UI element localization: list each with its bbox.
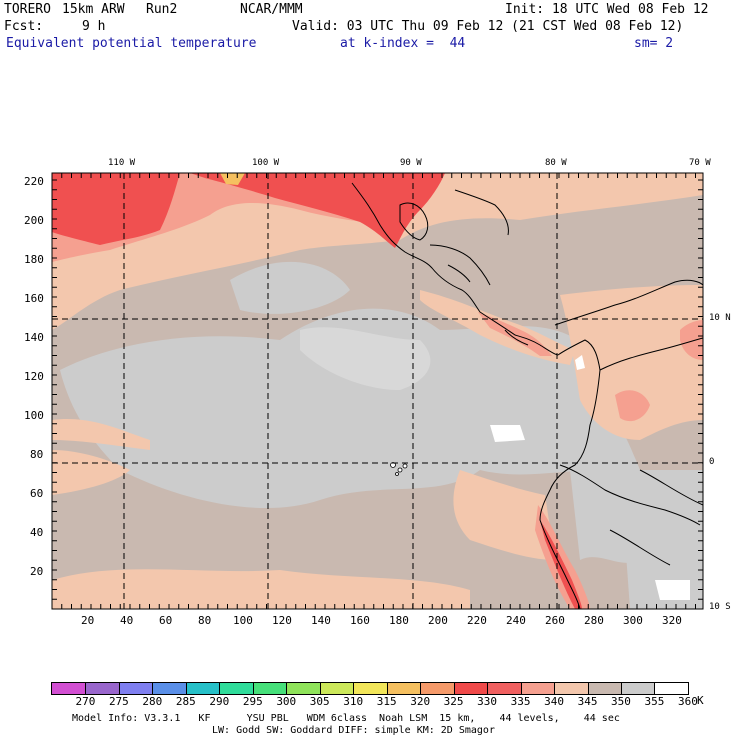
x-tick-label: 160 bbox=[350, 614, 370, 627]
colorbar-label: 300 bbox=[276, 695, 297, 708]
colorbar-label: 335 bbox=[510, 695, 531, 708]
init-time: Init: 18 UTC Wed 08 Feb 12 bbox=[505, 2, 709, 17]
colorbar bbox=[51, 682, 689, 695]
lat-label-0: 0 bbox=[709, 457, 715, 467]
colorbar-label: 355 bbox=[644, 695, 665, 708]
y-tick-label: 200 bbox=[24, 214, 44, 227]
colorbar-segment bbox=[487, 683, 521, 694]
model-name: TORERO bbox=[4, 2, 51, 17]
field-name: Equivalent potential temperature bbox=[6, 36, 257, 51]
x-tick-label: 280 bbox=[584, 614, 604, 627]
colorbar-segment bbox=[386, 683, 421, 694]
colorbar-label: 285 bbox=[175, 695, 196, 708]
lat-label-10s: 10 S bbox=[709, 602, 731, 612]
colorbar-segment bbox=[185, 683, 220, 694]
organization: NCAR/MMM bbox=[240, 2, 303, 17]
colorbar-segment bbox=[587, 683, 621, 694]
model-resolution: 15km ARW bbox=[62, 2, 125, 17]
colorbar-label: 325 bbox=[443, 695, 464, 708]
colorbar-segment bbox=[252, 683, 287, 694]
coastlines bbox=[351, 182, 704, 610]
smoothing: sm= 2 bbox=[634, 36, 674, 51]
x-tick-label: 300 bbox=[623, 614, 643, 627]
y-tick-label: 80 bbox=[30, 448, 44, 461]
y-tick-label: 220 bbox=[24, 175, 44, 188]
x-tick-label: 180 bbox=[389, 614, 409, 627]
plot-frame bbox=[51, 172, 704, 610]
colorbar-segment bbox=[453, 683, 488, 694]
colorbar-segment bbox=[118, 683, 153, 694]
colorbar-label: 350 bbox=[611, 695, 631, 708]
lon-label-70w: 70 W bbox=[689, 158, 711, 168]
graticule bbox=[52, 173, 703, 609]
colorbar-unit: K bbox=[697, 694, 704, 707]
colorbar-label: 310 bbox=[343, 695, 364, 708]
colorbar-label: 305 bbox=[309, 695, 330, 708]
axis-ticks bbox=[51, 173, 703, 610]
colorbar-segment bbox=[286, 683, 320, 694]
y-tick-label: 20 bbox=[30, 565, 44, 578]
lon-label-90w: 90 W bbox=[400, 158, 422, 168]
model-info: Model Info: V3.3.1 KF YSU PBL WDM 6class… bbox=[72, 713, 620, 724]
x-tick-label: 40 bbox=[120, 614, 134, 627]
colorbar-label: 360 bbox=[678, 695, 698, 708]
run-label: Run2 bbox=[146, 2, 178, 17]
colorbar-segment bbox=[52, 683, 86, 694]
colorbar-label: 270 bbox=[75, 695, 96, 708]
x-tick-label: 100 bbox=[233, 614, 253, 627]
lon-label-100w: 100 W bbox=[252, 158, 280, 168]
colorbar-segment bbox=[152, 683, 186, 694]
colorbar-label: 315 bbox=[376, 695, 397, 708]
colorbar-label: 345 bbox=[577, 695, 598, 708]
y-tick-label: 160 bbox=[24, 292, 44, 305]
physics-info: LW: Godd SW: Goddard DIFF: simple KM: 2D… bbox=[212, 725, 495, 736]
colorbar-segment bbox=[319, 683, 354, 694]
y-tick-label: 100 bbox=[24, 409, 44, 422]
lat-label-10n: 10 N bbox=[709, 313, 731, 323]
y-tick-label: 140 bbox=[24, 331, 44, 344]
colorbar-segment bbox=[554, 683, 588, 694]
colorbar-segment bbox=[420, 683, 454, 694]
colorbar-labels: 270 275 280 285 290 295 300 305 310 315 320 325 330 3… bbox=[0, 695, 740, 708]
x-tick-label: 140 bbox=[311, 614, 331, 627]
colorbar-segment bbox=[654, 683, 688, 694]
colorbar-label: 340 bbox=[544, 695, 564, 708]
x-tick-label: 200 bbox=[428, 614, 448, 627]
x-tick-label: 80 bbox=[198, 614, 212, 627]
y-tick-label: 60 bbox=[30, 487, 44, 500]
colorbar-segment bbox=[520, 683, 555, 694]
colorbar-segment bbox=[620, 683, 655, 694]
x-tick-label: 240 bbox=[506, 614, 526, 627]
x-tick-label: 220 bbox=[467, 614, 487, 627]
colorbar-label: 280 bbox=[142, 695, 163, 708]
colorbar-label: 330 bbox=[477, 695, 498, 708]
colorbar-segment bbox=[353, 683, 387, 694]
lon-label-110w: 110 W bbox=[108, 158, 136, 168]
shaded-field bbox=[52, 173, 703, 609]
x-tick-label: 260 bbox=[545, 614, 565, 627]
level-index: at k-index = 44 bbox=[340, 36, 466, 51]
lon-label-80w: 80 W bbox=[545, 158, 567, 168]
valid-time: Valid: 03 UTC Thu 09 Feb 12 (21 CST Wed … bbox=[292, 19, 684, 34]
x-tick-label: 120 bbox=[272, 614, 292, 627]
y-tick-label: 120 bbox=[24, 370, 44, 383]
forecast-hours: 9 h bbox=[82, 19, 106, 34]
colorbar-label: 275 bbox=[108, 695, 129, 708]
y-tick-label: 180 bbox=[24, 253, 44, 266]
forecast-label: Fcst: bbox=[4, 19, 44, 34]
x-tick-label: 20 bbox=[81, 614, 95, 627]
colorbar-label: 290 bbox=[209, 695, 230, 708]
colorbar-label: 320 bbox=[410, 695, 431, 708]
galapagos-islands bbox=[390, 462, 408, 476]
colorbar-label: 295 bbox=[242, 695, 263, 708]
colorbar-segment bbox=[85, 683, 119, 694]
y-tick-label: 40 bbox=[30, 526, 44, 539]
x-tick-label: 320 bbox=[662, 614, 682, 627]
x-tick-label: 60 bbox=[159, 614, 173, 627]
colorbar-segment bbox=[219, 683, 253, 694]
